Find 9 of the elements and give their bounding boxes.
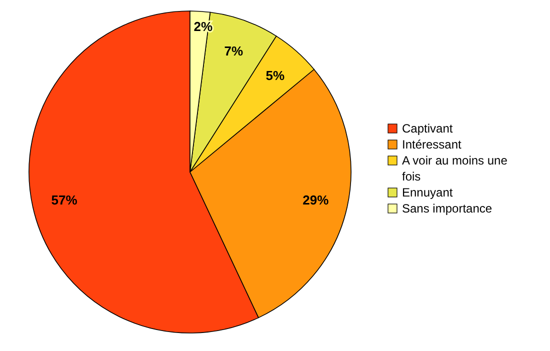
data-label: 57% — [51, 192, 78, 208]
data-label: 29% — [302, 192, 330, 208]
data-label: 5% — [266, 68, 286, 83]
data-label: 7% — [224, 43, 244, 58]
legend-label: Sans importance — [402, 202, 492, 216]
legend-label: Intéressant — [402, 138, 462, 152]
legend-label: A voir au moins une fois — [402, 154, 508, 184]
legend-label: Captivant — [402, 122, 454, 136]
legend-label: Ennuyant — [402, 186, 454, 200]
